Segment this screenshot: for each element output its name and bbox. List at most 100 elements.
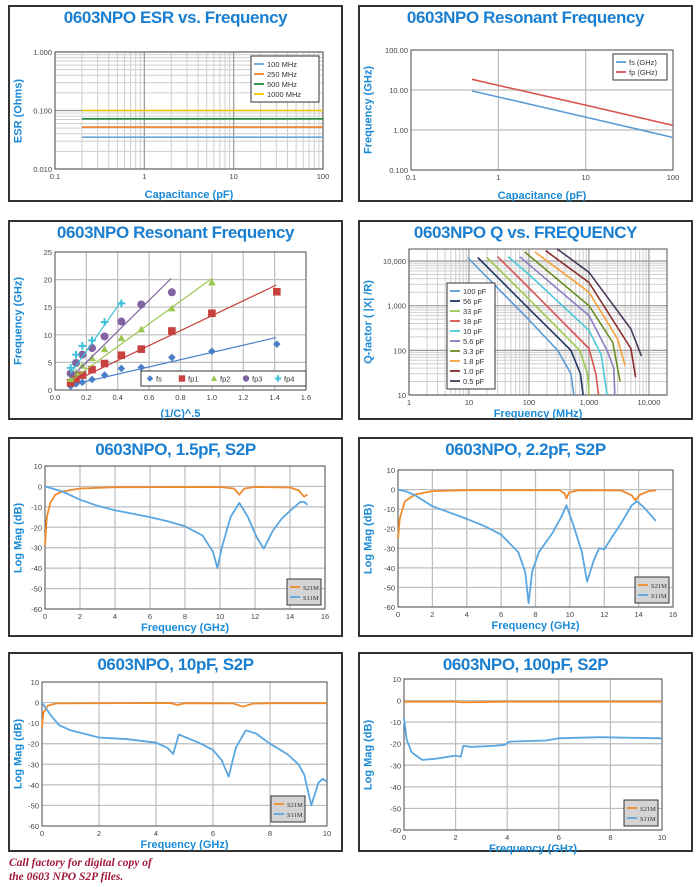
legend-label: 100 MHz [267,60,297,69]
circle-marker [100,332,109,341]
x-axis-label: Frequency (GHz) [140,839,229,851]
series-fp-ghz- [471,78,674,127]
x-tick-label: 1.6 [301,393,311,402]
x-tick-label: 12 [600,610,608,619]
legend-label: 3.3 pF [463,347,485,356]
chart-panel: 0603NPO Q vs. FREQUENCY Frequency (MHz) Q-… [358,220,693,420]
legend: S21M S11M [634,576,670,604]
triangle-marker [66,375,75,382]
series-s21m [403,700,662,704]
y-tick-label: 0 [48,386,52,395]
x-tick-label: 2 [97,829,101,838]
y-tick-label: -40 [31,564,42,573]
legend-box [623,799,659,827]
legend-label: S21M [287,802,303,809]
chart-title: 0603NPO, 1.5pF, S2P [95,440,256,459]
plot-frame [410,49,674,171]
chart-panel: 0603NPO Resonant Frequency Capacitance (p… [358,5,693,202]
chart-svg: 0 2 4 6 8 10 10 0 -10 -20 -30 -40 -50 -60 S21M S11M [28,678,331,838]
legend-label: fs (GHz) [629,58,657,67]
y-tick-label: 0 [397,697,401,706]
square-marker [117,351,126,360]
x-tick-label: 8 [268,829,272,838]
plot-frame [408,248,668,396]
legend-label: fp (GHz) [629,68,658,77]
x-tick-label: 2 [78,612,82,621]
series-line [471,90,674,139]
y-tick-label: 100 [393,346,406,355]
circle-marker [78,350,87,359]
y-tick-label: 1,000 [387,302,406,311]
series-56-pf [477,256,584,396]
square-marker [273,287,281,296]
legend: S21M S11M [270,795,306,823]
x-tick-label: 0.1 [406,173,416,182]
legend-label: 18 pF [463,317,483,326]
series-line [556,247,643,357]
y-tick-label: -50 [390,804,401,813]
square-marker [137,345,146,353]
plot-frame [403,678,663,831]
circle-marker [167,288,176,297]
y-tick-label: -40 [390,783,401,792]
legend: fs (GHz)fp (GHz) [612,53,668,81]
series-line [497,256,600,396]
legend-label: 33 pF [463,307,483,316]
triangle-marker [208,278,216,286]
x-tick-label: 1.4 [269,393,279,402]
x-tick-label: 0 [40,829,44,838]
y-tick-label: -60 [384,603,395,612]
legend-label: 1000 MHz [267,90,301,99]
diamond-marker [208,347,216,356]
chart-title: 0603NPO, 100pF, S2P [442,655,609,674]
y-tick-label: -40 [28,781,39,790]
series-s11m [397,488,657,604]
x-tick-label: 10 [581,173,589,182]
x-tick-label: 2 [454,833,458,842]
x-tick-label: 1.2 [238,393,248,402]
chart-title: 0603NPO, 2.2pF, S2P [445,440,606,459]
chart-panel: 0603NPO, 2.2pF, S2P Frequency (GHz) Log Ma… [358,437,693,637]
series-fp3 [66,278,176,379]
legend-label: 250 MHz [267,70,297,79]
series-line [524,251,621,382]
y-tick-label: 1.00 [393,126,408,135]
legend-box [286,578,322,606]
triangle-marker [100,345,109,353]
series-line [477,256,584,396]
legend-label: S11M [651,593,667,600]
x-tick-label: 14 [286,612,294,621]
chart-title: 0603NPO ESR vs. Frequency [63,8,288,27]
y-tick-label: -60 [390,826,401,835]
y-tick-label: -60 [28,822,39,831]
series-fp4 [66,299,126,374]
x-tick-label: 100 [667,173,680,182]
y-tick-label: 10 [398,391,406,400]
x-tick-label: 0.6 [144,393,154,402]
x-tick-label: 0 [402,833,406,842]
x-tick-label: 4 [154,829,158,838]
x-tick-label: 0.2 [81,393,91,402]
series-line [397,489,656,539]
legend-box [612,53,668,81]
y-tick-label: 0.010 [33,165,52,174]
square-marker [178,375,186,382]
trend-line [70,278,172,379]
legend: S21M S11M [623,799,659,827]
x-tick-label: 0 [43,612,47,621]
diamond-marker [117,364,126,373]
diamond-marker [78,378,87,387]
legend-label: 1.8 pF [463,357,485,366]
y-tick-label: -20 [384,525,395,534]
y-tick-label: 0 [391,486,395,495]
plus-marker [78,342,87,350]
series-5-6-pf [519,256,616,396]
square-marker [66,379,75,387]
y-tick-label: 20 [44,276,52,285]
series-line [44,485,309,569]
square-marker [168,327,176,335]
y-tick-label: -50 [31,585,42,594]
x-tick-label: 16 [321,612,329,621]
